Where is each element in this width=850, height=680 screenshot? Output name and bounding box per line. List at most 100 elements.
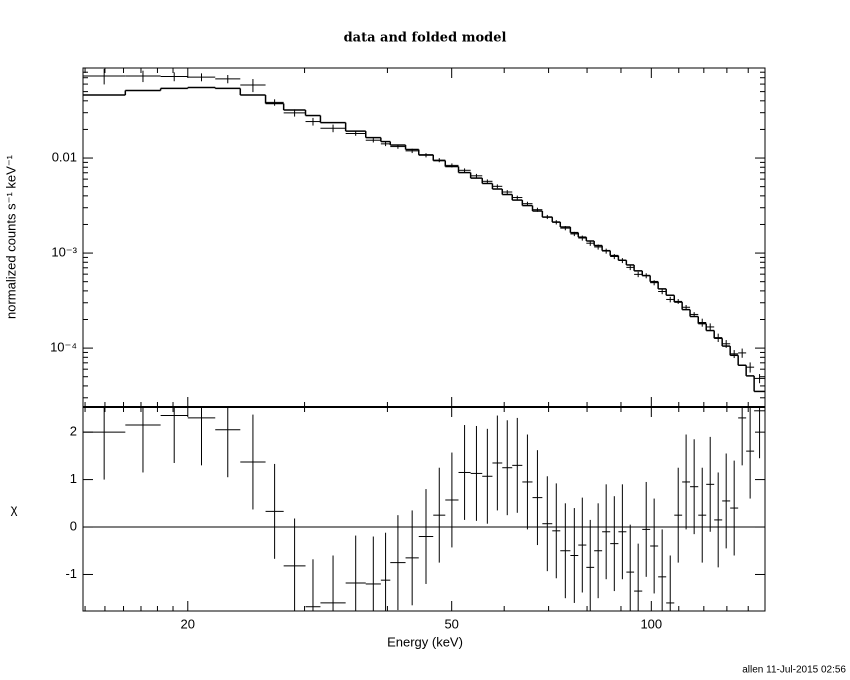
residual-point <box>512 417 523 513</box>
data-point <box>283 109 306 117</box>
residual-point <box>570 508 579 603</box>
data-point <box>470 173 483 178</box>
data-point <box>83 68 126 85</box>
data-point <box>698 318 707 327</box>
residual-point <box>405 510 419 606</box>
residual-point <box>365 536 381 611</box>
data-point <box>125 70 161 83</box>
data-point <box>320 124 346 133</box>
residual-point <box>345 535 366 611</box>
residual-point <box>215 407 241 478</box>
residual-point <box>642 481 651 577</box>
data-point <box>345 131 366 136</box>
y-tick-label: 2 <box>70 424 77 439</box>
residual-point <box>433 467 446 563</box>
residual-point <box>265 463 284 559</box>
data-point <box>626 264 635 271</box>
data-point <box>445 163 459 168</box>
residual-point <box>482 428 493 524</box>
residual-point <box>187 407 216 466</box>
residual-point <box>125 407 161 473</box>
data-point <box>482 179 493 184</box>
residual-point <box>578 497 587 593</box>
data-point <box>610 254 619 260</box>
data-point <box>187 73 216 82</box>
data-point <box>674 299 683 304</box>
residual-point <box>690 439 699 535</box>
data-point <box>578 235 587 241</box>
data-point <box>594 244 603 250</box>
residual-point <box>390 515 406 611</box>
x-tick-label: 50 <box>444 616 458 631</box>
residual-point <box>626 524 635 611</box>
residual-point <box>458 425 471 520</box>
data-point <box>265 99 284 106</box>
data-point <box>215 74 241 84</box>
y-tick-label: 1 <box>70 471 77 486</box>
data-point <box>458 168 471 173</box>
data-point <box>666 296 675 303</box>
data-point <box>658 288 667 295</box>
residual-point <box>502 420 513 516</box>
y-tick-label: -1 <box>65 566 77 581</box>
residual-point <box>586 519 595 611</box>
residual-point <box>380 532 391 611</box>
residual-point <box>560 503 571 599</box>
residual-point <box>706 436 715 532</box>
residual-point <box>522 434 533 530</box>
y-tick-label: 0.01 <box>52 149 77 164</box>
residual-point <box>610 496 619 592</box>
data-point <box>642 273 651 279</box>
residual-point <box>532 450 543 546</box>
data-point <box>532 207 543 212</box>
data-point <box>650 280 659 286</box>
data-point <box>730 350 739 359</box>
footer: allen 11-Jul-2015 02:56 <box>742 665 846 676</box>
residual-point <box>618 484 627 580</box>
data-point <box>618 258 627 264</box>
residual-point <box>320 555 346 611</box>
residual-panel <box>83 407 765 611</box>
residual-point <box>240 414 266 510</box>
residual-point <box>418 489 434 584</box>
residual-point <box>722 453 731 549</box>
residual-point <box>602 484 611 580</box>
spectrum-panel <box>83 68 765 393</box>
data-point <box>502 190 513 195</box>
data-point <box>570 231 579 237</box>
data-point <box>390 144 406 149</box>
residual-point <box>698 467 707 563</box>
data-point <box>722 340 731 348</box>
residual-point <box>634 543 643 611</box>
residual-point <box>542 476 553 572</box>
x-axis-label: Energy (keV) <box>387 634 463 649</box>
data-point <box>512 195 523 200</box>
y-tick-label: 0 <box>70 518 77 533</box>
y-axis-label: χ <box>11 501 18 516</box>
data-point <box>714 333 723 342</box>
data-point <box>690 312 699 317</box>
y-axis-label: normalized counts s⁻¹ keV⁻¹ <box>3 154 18 319</box>
data-point <box>542 214 553 220</box>
residual-point <box>305 559 321 611</box>
data-point <box>682 305 691 310</box>
residual-point <box>754 407 765 459</box>
residual-point <box>674 467 683 563</box>
x-tick-label: 20 <box>181 616 195 631</box>
data-point <box>365 138 381 143</box>
residual-point <box>666 555 675 611</box>
data-point <box>552 220 561 225</box>
residual-point <box>492 415 503 511</box>
residual-point <box>594 503 603 599</box>
residual-point <box>552 483 561 579</box>
data-point <box>746 362 755 373</box>
frame <box>82 67 766 612</box>
data-point <box>433 158 446 163</box>
residual-point <box>730 460 739 556</box>
chart-title: data and folded model <box>344 31 507 46</box>
data-point <box>405 148 419 154</box>
residual-point <box>714 472 723 568</box>
data-point <box>754 374 765 384</box>
y-tick-label: 10⁻⁴ <box>50 340 77 355</box>
